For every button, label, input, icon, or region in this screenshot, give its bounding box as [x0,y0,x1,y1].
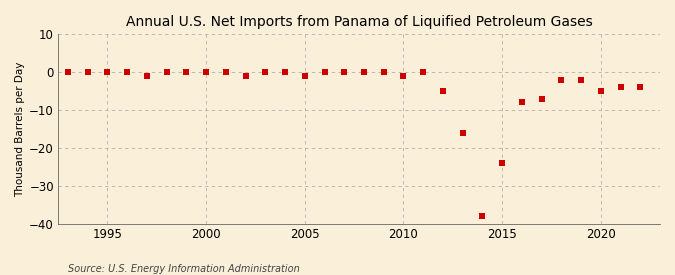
Point [63,70,74,74]
Point [437,89,448,93]
Y-axis label: Thousand Barrels per Day: Thousand Barrels per Day [15,61,25,197]
Point [457,131,468,135]
Text: Source: U.S. Energy Information Administration: Source: U.S. Energy Information Administ… [68,264,299,274]
Point [595,89,606,93]
Title: Annual U.S. Net Imports from Panama of Liquified Petroleum Gases: Annual U.S. Net Imports from Panama of L… [126,15,593,29]
Point [378,70,389,74]
Point [477,214,488,218]
Point [221,70,232,74]
Point [339,70,350,74]
Point [260,70,271,74]
Point [556,78,567,82]
Point [161,70,172,74]
Point [122,70,132,74]
Point [200,70,211,74]
Point [536,97,547,101]
Point [279,70,290,74]
Point [102,70,113,74]
Point [300,74,310,78]
Point [181,70,192,74]
Point [615,85,626,90]
Point [319,70,330,74]
Point [576,78,587,82]
Point [516,100,527,105]
Point [398,74,409,78]
Point [240,74,251,78]
Point [418,70,429,74]
Point [142,74,153,78]
Point [635,85,646,90]
Point [497,161,508,165]
Point [82,70,93,74]
Point [358,70,369,74]
